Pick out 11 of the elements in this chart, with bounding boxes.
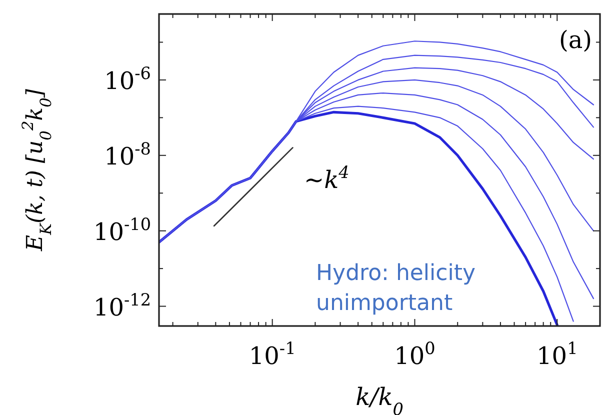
x-tick-label: 10$^{-1}$: [248, 338, 296, 370]
y-tick-label: 10$^{-6}$: [104, 62, 151, 95]
x-tick-label: 10$^{0}$: [394, 338, 436, 370]
y-tick-label: 10$^{-10}$: [93, 214, 151, 246]
x-tick-label: 10$^{1}$: [536, 338, 578, 370]
y-tick-label: 10$^{-8}$: [104, 138, 151, 170]
annotation: ∼k$^{4}$: [304, 162, 350, 194]
annotation: Hydro: helicity unimportant: [316, 261, 476, 316]
annotation: (a): [558, 26, 592, 54]
x-axis-title: k/k$_{0}$: [356, 383, 404, 415]
y-tick-label: 10$^{-12}$: [93, 289, 151, 322]
